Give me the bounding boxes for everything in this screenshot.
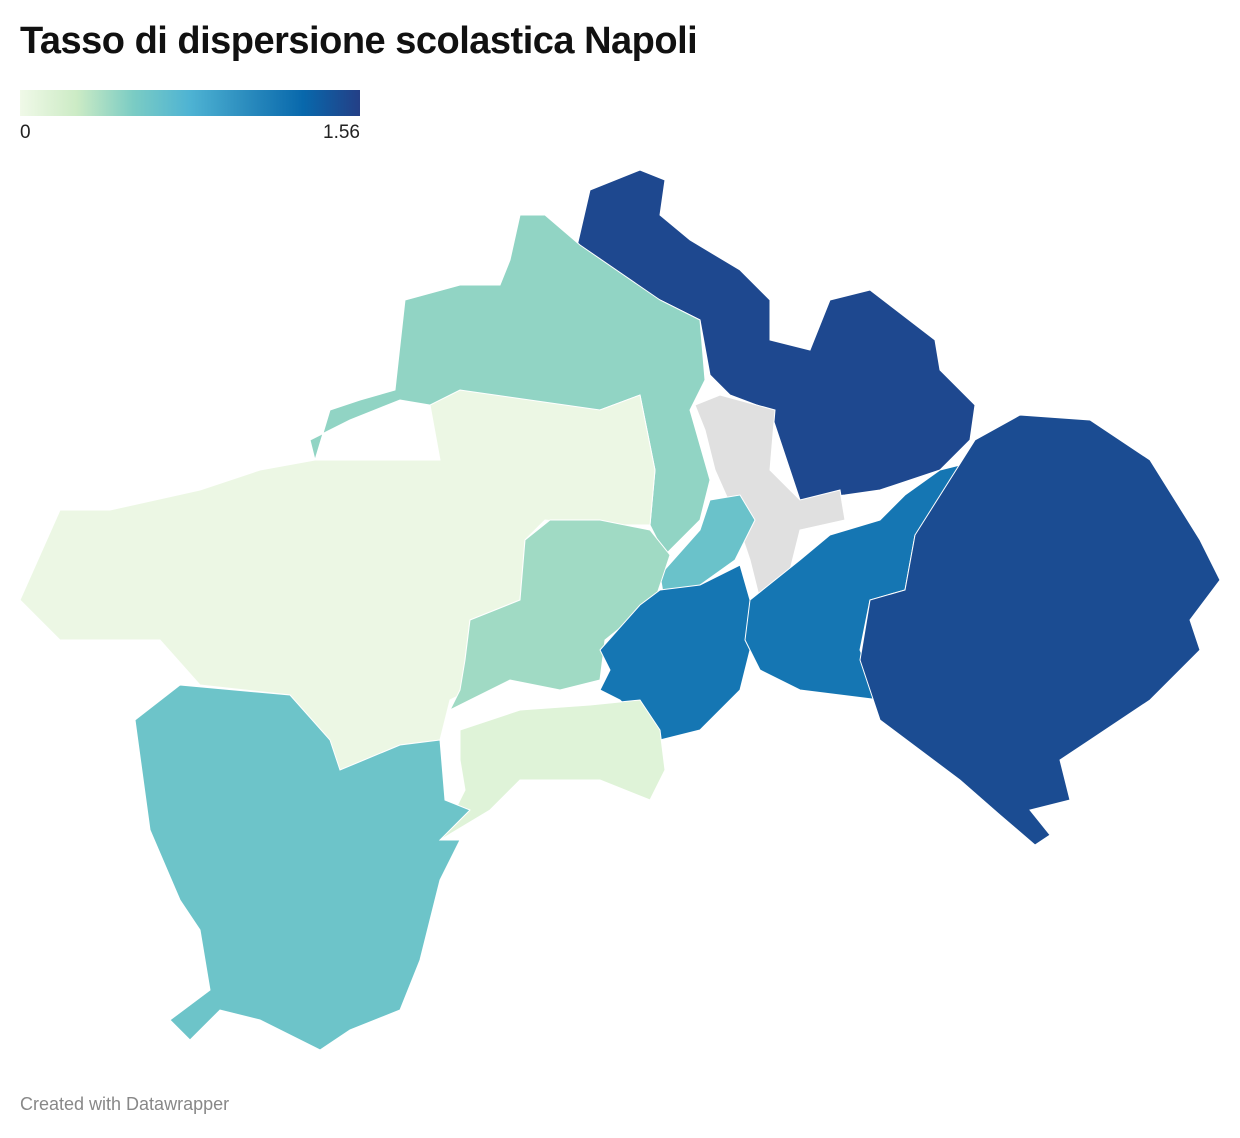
- region[interactable]: [438, 699, 666, 842]
- credit: Created with Datawrapper: [20, 1094, 230, 1114]
- legend-gradient: [20, 90, 360, 116]
- region[interactable]: [859, 414, 1221, 846]
- legend: 0 1.56: [20, 90, 360, 143]
- legend-min-label: 0: [20, 122, 31, 143]
- region[interactable]: [134, 684, 471, 1051]
- region[interactable]: [694, 394, 846, 601]
- region[interactable]: [599, 564, 751, 741]
- legend-max-label: 1.56: [323, 122, 360, 143]
- region[interactable]: [574, 169, 976, 501]
- map: [19, 169, 1221, 1051]
- chart-title: Tasso di dispersione scolastica Napoli: [20, 20, 698, 62]
